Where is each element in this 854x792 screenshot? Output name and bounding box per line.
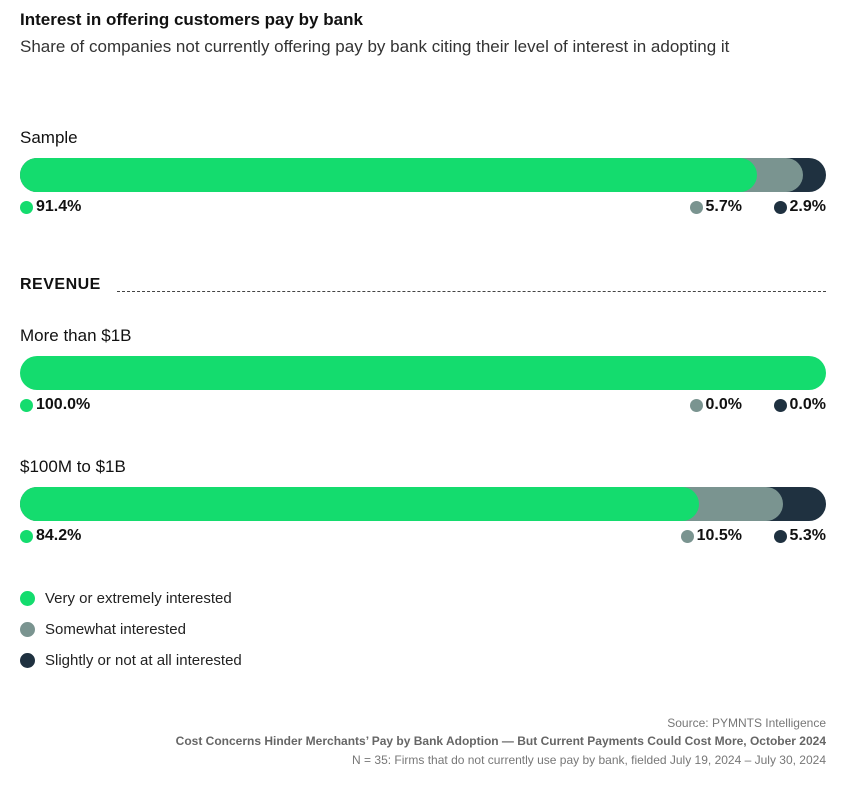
data-label: 84.2% (20, 527, 81, 545)
data-label-text: 0.0% (789, 396, 826, 413)
legend-dot-icon (680, 529, 694, 543)
data-label: 0.0% (773, 396, 826, 414)
stacked-bar (20, 158, 826, 192)
chart-title: Interest in offering customers pay by ba… (20, 10, 363, 29)
stacked-bar (20, 356, 826, 390)
source-note: Source: PYMNTS Intelligence (667, 716, 826, 730)
report-title: Cost Concerns Hinder Merchants’ Pay by B… (175, 734, 826, 748)
chart-subtitle: Share of companies not currently offerin… (20, 37, 730, 56)
legend-item: Very or extremely interested (20, 590, 232, 607)
legend-dot-icon (773, 398, 787, 412)
data-label: 0.0% (689, 396, 742, 414)
legend-dot-icon (20, 200, 33, 214)
legend-label: Slightly or not at all interested (45, 652, 242, 669)
sample-note: N = 35: Firms that do not currently use … (352, 753, 826, 767)
data-label-text: 10.5% (696, 527, 742, 544)
bar-segment-very (20, 158, 757, 192)
data-label: 2.9% (773, 198, 826, 216)
section-label-revenue: REVENUE (20, 276, 101, 293)
legend-dot-icon (20, 529, 33, 543)
data-label-text: 5.3% (789, 527, 826, 544)
section-divider (117, 291, 826, 292)
data-label-text: 100.0% (36, 396, 91, 413)
data-label: 10.5% (680, 527, 742, 545)
data-label-text: 0.0% (705, 396, 742, 413)
legend-label: Very or extremely interested (45, 590, 232, 607)
data-label-text: 91.4% (36, 198, 82, 215)
data-label-text: 84.2% (36, 527, 82, 544)
data-label-text: 5.7% (705, 198, 742, 215)
data-label: 5.7% (689, 198, 742, 216)
bar-segment-very (20, 487, 699, 521)
category-label: More than $1B (20, 326, 132, 345)
legend-dot-icon (689, 398, 703, 412)
legend-dot-icon (20, 622, 35, 637)
legend-dot-icon (773, 200, 787, 214)
legend-dot-icon (20, 398, 33, 412)
category-label: $100M to $1B (20, 457, 126, 476)
legend-dot-icon (20, 653, 35, 668)
data-label: 91.4% (20, 198, 81, 216)
legend-dot-icon (20, 591, 35, 606)
legend-dot-icon (773, 529, 787, 543)
bar-segment-very (20, 356, 826, 390)
legend-item: Somewhat interested (20, 621, 186, 638)
data-label: 100.0% (20, 396, 90, 414)
legend-dot-icon (689, 200, 703, 214)
stacked-bar (20, 487, 826, 521)
category-label: Sample (20, 128, 78, 147)
data-label: 5.3% (773, 527, 826, 545)
data-label-text: 2.9% (789, 198, 826, 215)
legend-item: Slightly or not at all interested (20, 652, 242, 669)
legend-label: Somewhat interested (45, 621, 186, 638)
